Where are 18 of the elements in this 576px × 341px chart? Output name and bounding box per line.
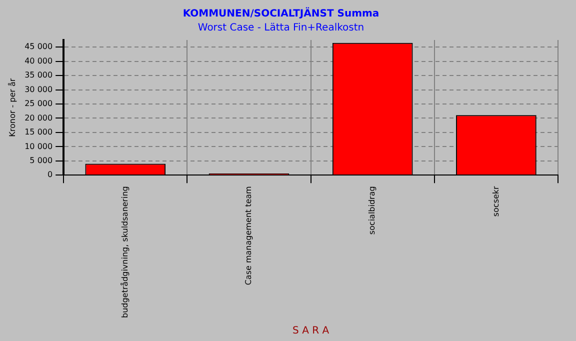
x-tick-label: Case management team: [244, 186, 254, 286]
x-tick-label: budgetrådgivning, skuldsanering: [119, 186, 130, 318]
y-tick-label: 15 000: [24, 128, 53, 137]
y-tick-label: 40 000: [24, 56, 53, 66]
x-tick-label: socialbidrag: [368, 186, 377, 235]
y-tick-label: 5 000: [30, 156, 53, 166]
y-tick-label: 30 000: [24, 84, 53, 94]
x-tick-label: socsekr: [491, 185, 500, 217]
y-tick-label: 45 000: [24, 42, 53, 52]
chart-title: KOMMUNEN/SOCIALTJÄNST Summa: [182, 6, 380, 20]
y-tick-label: 20 000: [24, 113, 53, 122]
y-tick-label: 25 000: [24, 99, 53, 108]
y-tick-label: 0: [48, 170, 53, 180]
y-axis-title: Kronor - per år: [6, 78, 17, 137]
x-axis-title: S A R A: [292, 326, 330, 337]
y-tick-label: 10 000: [24, 142, 53, 151]
chart-subtitle: Worst Case - Lätta Fin+Realkostn: [198, 22, 364, 34]
y-tick-label: 35 000: [24, 70, 53, 80]
